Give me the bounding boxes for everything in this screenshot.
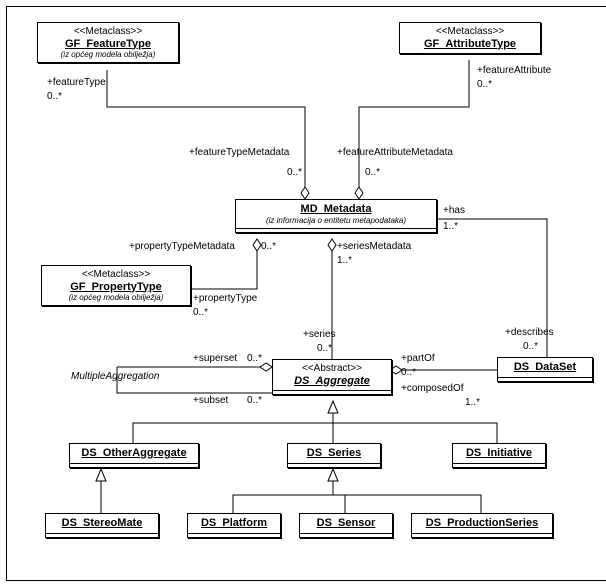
class-gf-attributetype: <<Metaclass>> GF_AttributeType xyxy=(399,22,541,54)
label-partof: +partOf xyxy=(401,353,435,364)
class-gf-featuretype: <<Metaclass>> GF_FeatureType (iz općeg m… xyxy=(37,22,179,63)
mult-seriesmeta: 1..* xyxy=(337,255,352,266)
class-ds-otheraggregate: DS_OtherAggregate xyxy=(69,443,199,468)
mult-featureattribute: 0..* xyxy=(477,79,492,90)
class-ds-stereomate: DS_StereoMate xyxy=(45,513,159,538)
title: MD_Metadata xyxy=(242,203,430,216)
label-featuretype: +featureType xyxy=(47,77,106,88)
mult-featuretypemeta: 0..* xyxy=(287,167,302,178)
mult-series: 0..* xyxy=(317,343,332,354)
mult-superset: 0..* xyxy=(247,353,262,364)
mult-propertytype: 0..* xyxy=(193,307,208,318)
mult-subset: 0..* xyxy=(247,395,262,406)
class-ds-platform: DS_Platform xyxy=(187,513,281,538)
label-has: +has xyxy=(443,205,465,216)
title: DS_Sensor xyxy=(306,517,386,530)
class-ds-aggregate: <<Abstract>> DS_Aggregate xyxy=(272,359,392,395)
title: DS_Series xyxy=(294,447,374,460)
label-featuretypemeta: +featureTypeMetadata xyxy=(189,147,289,158)
class-ds-productionseries: DS_ProductionSeries xyxy=(411,513,553,538)
label-seriesmeta: +seriesMetadata xyxy=(337,241,411,252)
stereo: <<Metaclass>> xyxy=(406,26,534,38)
stereo: <<Metaclass>> xyxy=(48,269,184,281)
title: GF_FeatureType xyxy=(44,38,172,51)
class-ds-initiative: DS_Initiative xyxy=(452,443,546,468)
title: DS_StereoMate xyxy=(52,517,152,530)
title: GF_AttributeType xyxy=(406,38,534,51)
sub: (iz općeg modela obilježja) xyxy=(48,293,184,302)
sub: (iz općeg modela obilježja) xyxy=(44,50,172,59)
class-ds-dataset: DS_DataSet xyxy=(497,357,593,382)
title: DS_ProductionSeries xyxy=(418,517,546,530)
label-superset: +superset xyxy=(193,353,237,364)
mult-composedof: 1..* xyxy=(465,397,480,408)
mult-propertytypemeta: 0..* xyxy=(261,241,276,252)
class-ds-series: DS_Series xyxy=(287,443,381,468)
mult-featureattrmeta: 0..* xyxy=(365,167,380,178)
title: DS_Initiative xyxy=(459,447,539,460)
label-propertytype: +propertyType xyxy=(193,293,257,304)
label-featureattribute: +featureAttribute xyxy=(477,65,551,76)
class-md-metadata: MD_Metadata (iz informacija o entitetu m… xyxy=(235,199,437,233)
title: GF_PropertyType xyxy=(48,281,184,294)
label-featureattrmeta: +featureAttributeMetadata xyxy=(337,147,453,158)
label-composedof: +composedOf xyxy=(401,383,464,394)
class-gf-propertytype: <<Metaclass>> GF_PropertyType (iz općeg … xyxy=(41,265,191,306)
label-propertytypemeta: +propertyTypeMetadata xyxy=(129,241,235,252)
mult-describes: 0..* xyxy=(523,341,538,352)
title: DS_OtherAggregate xyxy=(76,447,192,460)
stereo: <<Abstract>> xyxy=(279,363,385,375)
mult-has: 1..* xyxy=(443,221,458,232)
mult-partof: 0..* xyxy=(401,367,416,378)
label-series: +series xyxy=(303,329,336,340)
class-ds-sensor: DS_Sensor xyxy=(299,513,393,538)
title: DS_Platform xyxy=(194,517,274,530)
stereo: <<Metaclass>> xyxy=(44,26,172,38)
label-describes: +describes xyxy=(505,327,554,338)
title: DS_Aggregate xyxy=(279,375,385,388)
uml-diagram: <<Metaclass>> GF_FeatureType (iz općeg m… xyxy=(6,6,606,581)
label-subset: +subset xyxy=(193,395,228,406)
assoc-multipleaggregation: MultipleAggregation xyxy=(71,371,159,382)
title: DS_DataSet xyxy=(504,361,586,374)
mult-featuretype: 0..* xyxy=(47,91,62,102)
sub: (iz informacija o entitetu metapodataka) xyxy=(242,216,430,225)
